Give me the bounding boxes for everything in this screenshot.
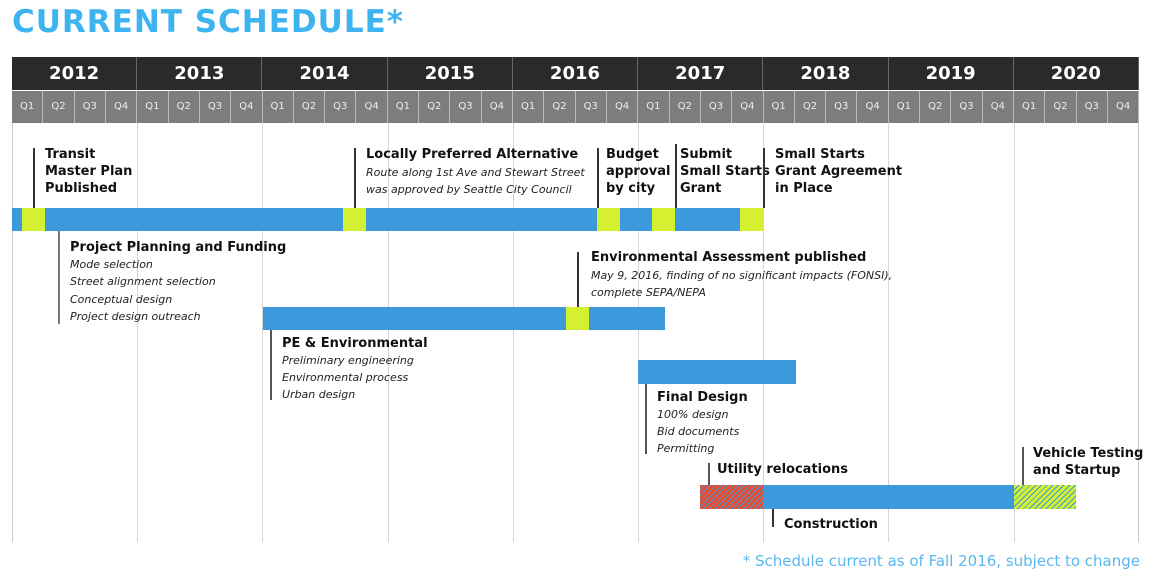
quarter-label: Q4 [231, 91, 263, 123]
tick [354, 148, 356, 208]
final-title: Final Design [657, 390, 748, 405]
year-2019: 2019 [889, 57, 1014, 90]
tick [708, 463, 710, 485]
year-2016: 2016 [513, 57, 639, 90]
year-gridline [512, 123, 514, 542]
quarter-label: Q4 [1108, 91, 1140, 123]
vehicle-testing-bar [1014, 485, 1076, 509]
construction-title: Construction [784, 517, 878, 532]
year-2018: 2018 [763, 57, 889, 90]
quarter-label: Q3 [826, 91, 858, 123]
quarter-label: Q4 [607, 91, 639, 123]
quarter-label: Q2 [920, 91, 952, 123]
planning-title: Project Planning and Funding [70, 240, 287, 255]
quarter-label: Q3 [325, 91, 357, 123]
milestone-submit [652, 208, 675, 231]
quarter-label: Q4 [482, 91, 513, 123]
quarter-label: Q1 [764, 91, 795, 123]
milestone-lpa-title: Locally Preferred Alternative [366, 147, 579, 162]
footnote: * Schedule current as of Fall 2016, subj… [742, 552, 1140, 570]
final-design-bar [638, 360, 796, 384]
milestone-budget-label: Budget approval by city [606, 147, 671, 196]
page-title: CURRENT SCHEDULE* [12, 4, 404, 40]
year-gridline [638, 123, 639, 542]
year-2012: 2012 [12, 57, 138, 90]
milestone-env-desc: May 9, 2016, finding of no significant i… [591, 269, 893, 299]
year-gridline [763, 123, 765, 542]
year-2013: 2013 [137, 57, 263, 90]
quarter-label: Q2 [544, 91, 576, 123]
quarter-label: Q1 [263, 91, 294, 123]
tick [577, 252, 579, 307]
quarter-label: Q1 [1014, 91, 1046, 123]
milestone-lpa [343, 208, 366, 231]
timeline-body [12, 123, 1139, 542]
tick [1022, 447, 1024, 485]
tick [270, 330, 272, 400]
milestone-submit-label: Submit Small Starts Grant [680, 147, 770, 196]
quarter-label: Q2 [294, 91, 326, 123]
milestone-grant-label: Small Starts Grant Agreement in Place [775, 147, 903, 196]
tick [763, 148, 765, 208]
pe-title: PE & Environmental [282, 336, 428, 351]
final-items: 100% design Bid documents Permitting [657, 408, 740, 455]
planning-bar [12, 208, 763, 231]
utility-title: Utility relocations [717, 462, 849, 477]
year-gridline [137, 123, 139, 542]
quarter-label: Q4 [356, 91, 388, 123]
quarter-label: Q3 [450, 91, 482, 123]
milestone-lpa-desc: Route along 1st Ave and Stewart Street wa… [366, 166, 585, 196]
milestone-tmp [22, 208, 45, 231]
quarter-label: Q4 [106, 91, 138, 123]
milestone-budget [597, 208, 620, 231]
tick [772, 509, 774, 527]
quarter-label: Q4 [732, 91, 764, 123]
year-2017: 2017 [638, 57, 764, 90]
quarter-label: Q3 [1077, 91, 1108, 123]
quarter-label: Q2 [1045, 91, 1077, 123]
year-header: 2012 2013 2014 2015 2016 2017 2018 2019 2020 [12, 57, 1139, 90]
vehicle-title: Vehicle Testing and Startup [1033, 446, 1144, 478]
milestone-tmp-label: Transit Master Plan Published [45, 147, 133, 196]
quarter-label: Q1 [638, 91, 670, 123]
tick [58, 231, 60, 324]
quarter-label: Q1 [388, 91, 420, 123]
pe-items: Preliminary engineering Environmental pro… [282, 354, 414, 401]
quarter-label: Q1 [137, 91, 169, 123]
utility-relocations-bar [700, 485, 763, 509]
construction-bar [763, 485, 1014, 509]
tick [597, 148, 599, 208]
quarter-label: Q3 [75, 91, 106, 123]
milestone-env [566, 307, 589, 330]
quarter-label: Q2 [795, 91, 827, 123]
year-gridline [888, 123, 890, 542]
quarter-label: Q3 [200, 91, 232, 123]
quarter-label: Q3 [951, 91, 983, 123]
quarter-label: Q3 [701, 91, 733, 123]
quarter-label: Q1 [12, 91, 44, 123]
tick [675, 144, 677, 208]
quarter-label: Q2 [169, 91, 200, 123]
year-2014: 2014 [262, 57, 388, 90]
pe-bar [263, 307, 665, 330]
year-2015: 2015 [388, 57, 513, 90]
quarter-label: Q1 [889, 91, 921, 123]
quarter-label: Q4 [857, 91, 889, 123]
milestone-env-title: Environmental Assessment published [591, 250, 867, 265]
quarter-label: Q3 [576, 91, 607, 123]
milestone-grant [740, 208, 763, 231]
year-gridline [1013, 123, 1015, 542]
quarter-label: Q2 [43, 91, 75, 123]
quarter-label: Q4 [983, 91, 1014, 123]
planning-items: Mode selection Street alignment selection… [70, 258, 216, 323]
year-gridline [387, 123, 389, 542]
year-2020: 2020 [1014, 57, 1139, 90]
quarter-label: Q2 [670, 91, 701, 123]
quarter-label: Q2 [419, 91, 451, 123]
tick [33, 148, 35, 208]
tick [645, 384, 647, 454]
year-gridline [262, 123, 264, 542]
quarter-header: Q1 Q2 Q3 Q4 Q1 Q2 Q3 Q4 Q1 Q2 Q3 Q4 Q1 Q2 Q3 Q4 Q1 Q2 Q3 Q4… [12, 91, 1140, 123]
quarter-label: Q1 [513, 91, 545, 123]
